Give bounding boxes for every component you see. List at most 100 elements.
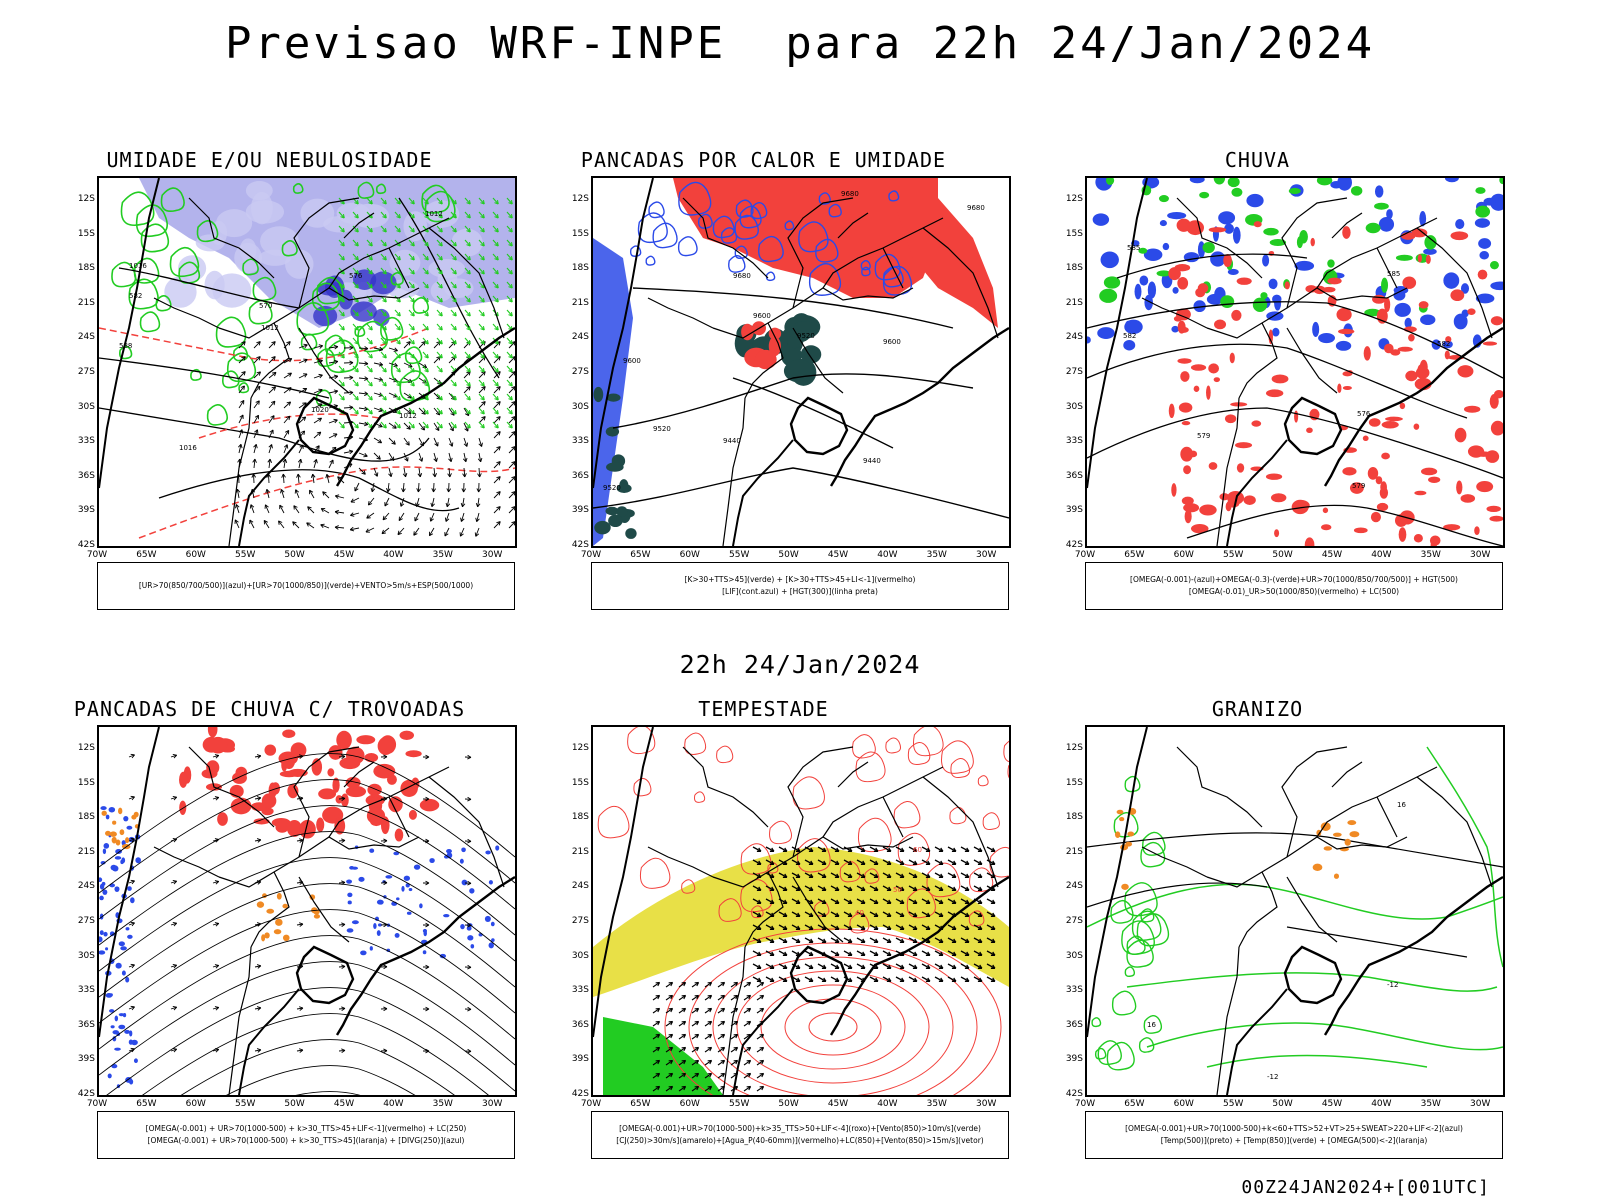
wind-vector	[410, 199, 415, 205]
wind-vector	[283, 401, 291, 409]
wind-vector	[511, 446, 515, 451]
temp850-contour	[1124, 882, 1158, 917]
lat-tick-label: 42S	[77, 1089, 95, 1099]
rain-field	[1402, 276, 1417, 289]
divergence-field	[112, 1036, 117, 1042]
wind-vector	[278, 520, 283, 525]
streamline-arrow	[341, 964, 346, 970]
wind-vector	[986, 963, 996, 969]
wind-vector	[964, 886, 970, 891]
thunderstorm-field	[386, 774, 397, 785]
wind-vector	[759, 1059, 765, 1065]
streamline	[106, 987, 515, 1095]
wind-vector	[843, 924, 853, 930]
rain-field	[1353, 527, 1368, 534]
wind-vector	[373, 392, 383, 396]
temp850-contour	[1106, 1041, 1135, 1071]
precipitable-water-contour	[897, 832, 931, 866]
streamline-arrow	[212, 1049, 219, 1052]
divergence-field	[133, 1058, 138, 1064]
wind-vector	[478, 452, 482, 462]
divergence-field	[110, 1025, 115, 1029]
wind-vector	[365, 528, 370, 533]
wind-vector	[410, 381, 415, 387]
lif-field	[593, 238, 633, 546]
wind-vector	[354, 353, 359, 359]
wind-vector	[951, 847, 957, 852]
contour-label: 9520	[797, 332, 815, 340]
border-line	[1286, 327, 1338, 394]
rain-field	[1190, 524, 1209, 534]
wind-vector	[665, 1008, 673, 1014]
streamline-arrow	[130, 963, 135, 969]
wind-vector	[843, 898, 853, 904]
thunderstorm-field	[287, 783, 299, 799]
border-line	[1238, 322, 1278, 399]
rain-field	[1450, 289, 1465, 302]
wind-vector	[990, 860, 996, 865]
wind-vector	[882, 846, 892, 852]
wind-vector	[908, 950, 918, 956]
wind-vector	[424, 409, 429, 415]
wind-vector	[452, 353, 457, 359]
wind-vector	[408, 225, 415, 233]
wind-vector	[424, 255, 429, 261]
wind-vector	[238, 385, 245, 394]
divergence-field	[346, 879, 352, 884]
rain-field	[1243, 495, 1256, 505]
rain-field	[1417, 254, 1423, 263]
wind-vector	[756, 977, 762, 982]
rain-field	[1268, 329, 1274, 345]
wind-vector	[759, 981, 765, 987]
wind-vector	[480, 269, 485, 275]
wind-vector	[791, 911, 801, 917]
wind-vector	[478, 323, 485, 331]
wind-vector	[765, 898, 775, 904]
wind-vector	[380, 393, 387, 401]
temp850-contour	[1110, 899, 1134, 924]
precipitable-water-contour	[977, 775, 989, 787]
wind-vector	[450, 407, 457, 415]
omega500-field	[1121, 883, 1129, 890]
wind-vector	[320, 508, 326, 513]
omega-field	[1475, 293, 1495, 304]
omega-field	[1097, 327, 1115, 340]
border-line	[1376, 247, 1398, 289]
wind-vector	[459, 532, 464, 537]
wind-vector	[403, 392, 412, 399]
wind-vector	[986, 846, 996, 852]
instability-cell	[791, 321, 818, 339]
wind-vector	[494, 395, 499, 401]
border-line	[1286, 876, 1338, 943]
divergence-field	[346, 928, 354, 933]
wind-vector	[856, 963, 866, 969]
wind-vector	[691, 982, 699, 988]
omega-field	[1335, 340, 1352, 351]
border-line	[1316, 766, 1438, 838]
wind-vector	[268, 400, 276, 409]
border-line	[744, 871, 784, 948]
wind-vector	[408, 309, 415, 317]
wind-vector	[668, 1046, 674, 1052]
rain-field	[1418, 301, 1429, 309]
wind-vector	[410, 395, 415, 401]
wind-vector	[452, 241, 457, 247]
wind-vector	[496, 461, 501, 466]
contour-label: 9440	[863, 457, 881, 465]
wind-vector	[333, 433, 338, 438]
wind-vector	[335, 511, 345, 514]
lat-tick-label: 15S	[77, 777, 95, 788]
coastline	[1087, 727, 1148, 1038]
wind-vector	[438, 423, 443, 429]
wind-vector	[478, 239, 485, 247]
wind-vector	[860, 873, 866, 878]
coastline	[238, 439, 300, 546]
divergence-field	[459, 858, 464, 864]
instability-cell	[608, 514, 623, 528]
strong-omega-field	[1395, 254, 1413, 261]
wind-vector	[450, 309, 457, 317]
wind-vector	[466, 269, 471, 275]
temp850-contour	[1121, 920, 1155, 955]
wind-vector	[307, 506, 312, 511]
wind-vector	[830, 937, 840, 943]
